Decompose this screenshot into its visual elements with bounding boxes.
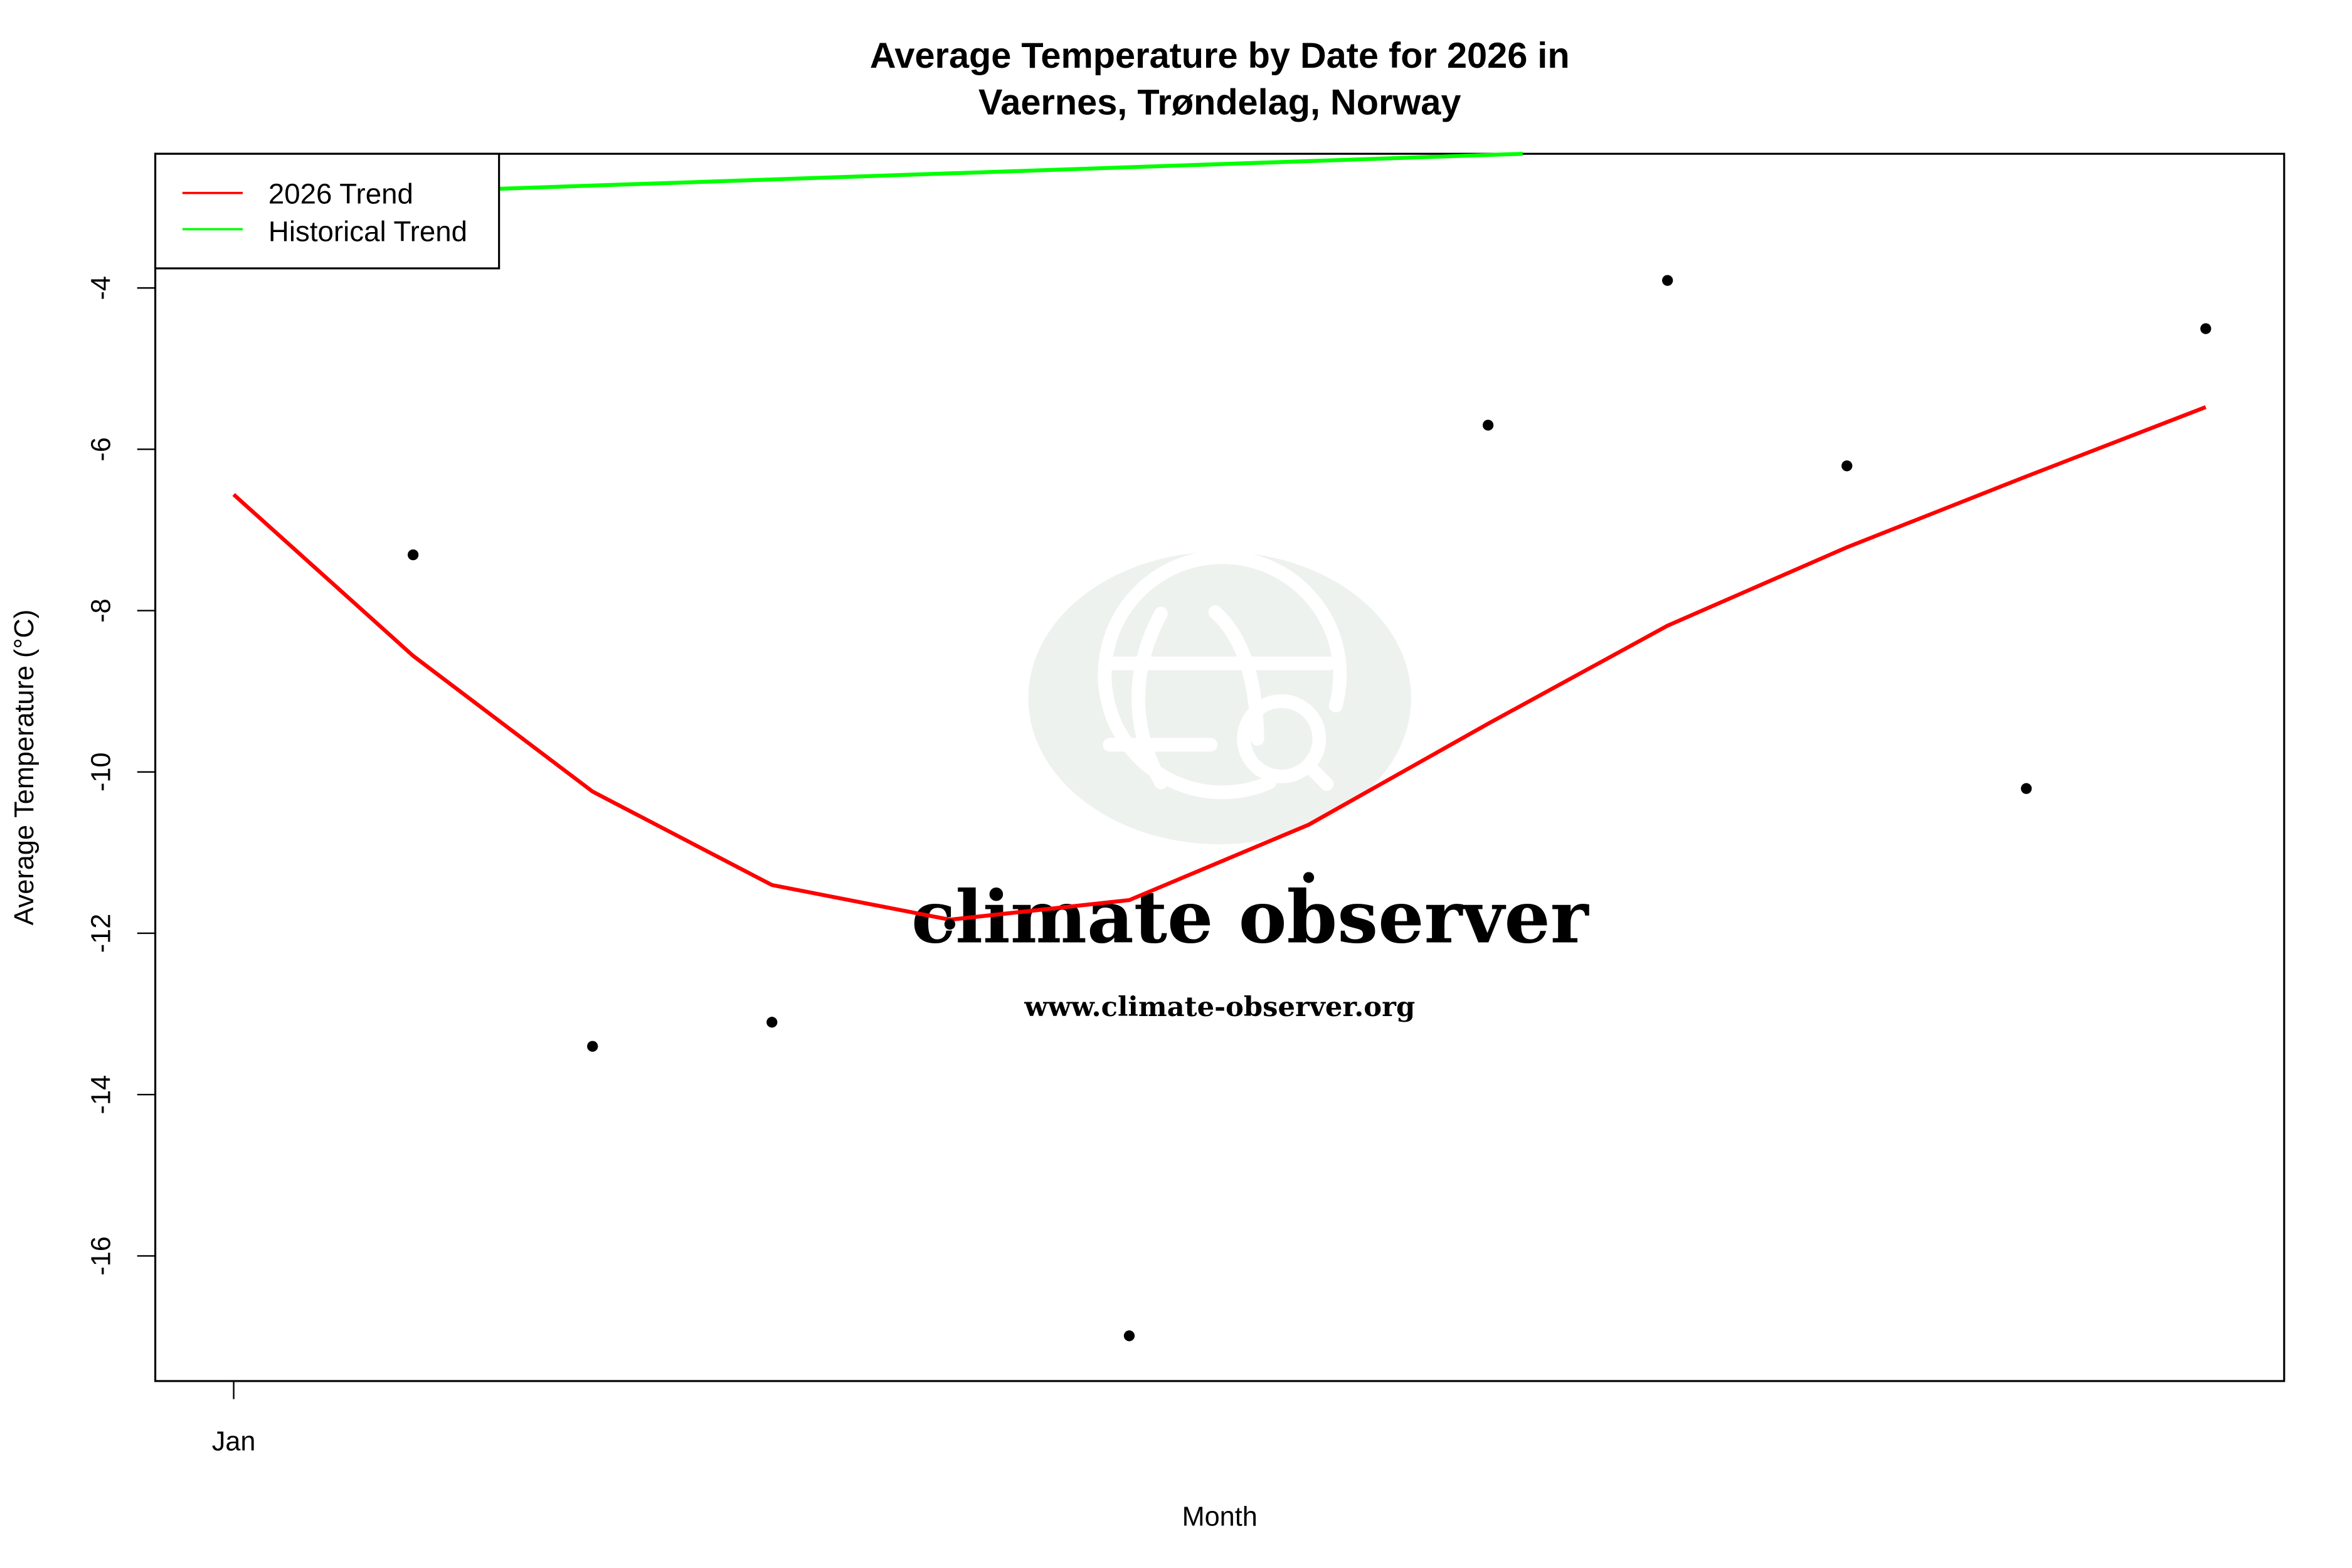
y-axis-label: Average Temperature (°C) (9, 610, 40, 926)
chart-subtitle: Vaernes, Trøndelag, Norway (978, 83, 1461, 123)
data-point-feb (408, 549, 419, 561)
legend-label-2026-trend: 2026 Trend (268, 178, 413, 210)
y-axis (137, 287, 156, 1257)
y-tick-labels: -4 -6 -8 -10 -12 -14 -16 (86, 276, 116, 1276)
watermark-url: www.climate-observer.org (1024, 991, 1415, 1023)
trend-2026-line (232, 405, 2206, 922)
y-tick-label: -12 (86, 914, 116, 953)
legend-label-historical-trend: Historical Trend (268, 216, 467, 248)
data-point-dec (2200, 323, 2212, 334)
data-point-may (944, 918, 956, 930)
y-tick-label: -14 (86, 1075, 116, 1115)
x-axis-label: Month (1182, 1502, 1258, 1532)
watermark-brand: climate observer (911, 875, 1589, 960)
y-tick-label: -16 (86, 1236, 116, 1276)
y-tick-label: -8 (86, 598, 116, 622)
y-tick-label: -10 (86, 753, 116, 792)
data-point-mar (587, 1041, 598, 1052)
x-tick-label: Jan (212, 1427, 256, 1457)
data-point-sep (1662, 275, 1673, 286)
globe-search-icon (1098, 550, 1347, 800)
data-point-jul (1303, 872, 1315, 883)
data-point-jun (1123, 1330, 1135, 1342)
legend: 2026 Trend Historical Trend (154, 152, 501, 270)
watermark: climate observer www.climate-observer.or… (911, 550, 1589, 1023)
y-tick-label: -4 (86, 276, 116, 300)
legend-box (154, 152, 501, 270)
observed-points (408, 275, 2212, 1342)
chart-title: Average Temperature by Date for 2026 in (870, 36, 1570, 76)
y-tick-label: -6 (86, 437, 116, 461)
data-point-oct (1841, 460, 1853, 472)
data-point-apr (766, 1017, 778, 1028)
data-point-aug (1482, 420, 1494, 431)
plot-area (154, 152, 2286, 1382)
data-point-nov (2021, 783, 2032, 794)
